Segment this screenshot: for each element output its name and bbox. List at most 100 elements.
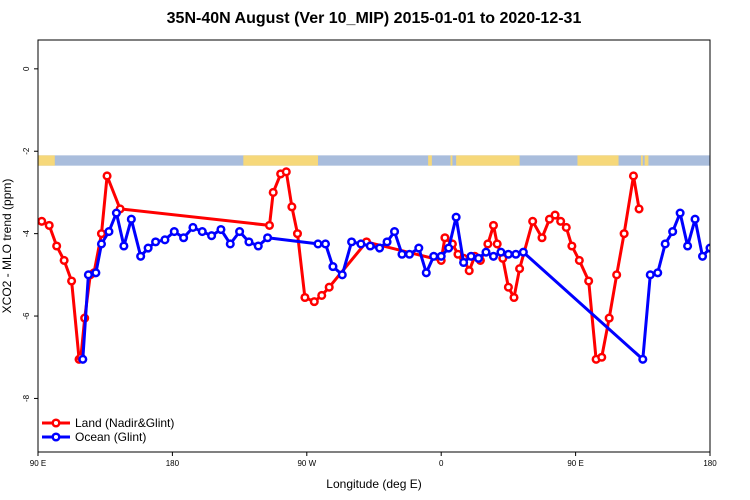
chart-title: 35N-40N August (Ver 10_MIP) 2015-01-01 t…: [166, 10, 582, 27]
data-point-ocean: [697, 251, 708, 261]
data-point-land: [550, 210, 560, 220]
data-point-land: [59, 255, 69, 265]
data-point-land: [268, 187, 278, 197]
data-point-land: [292, 229, 303, 239]
data-point-land: [281, 167, 291, 177]
data-point-ocean: [503, 249, 513, 259]
data-point-land: [464, 266, 474, 276]
series-line-land: [40, 170, 641, 361]
data-point-ocean: [188, 222, 198, 233]
data-point-ocean: [104, 227, 114, 237]
legend-marker-land: [51, 418, 61, 428]
data-point-ocean: [328, 262, 338, 272]
data-point-ocean: [429, 251, 439, 261]
data-point-ocean: [653, 268, 663, 278]
strip-land: [640, 155, 643, 166]
data-point-ocean: [78, 354, 88, 364]
data-point-land: [619, 229, 629, 239]
data-point-ocean: [714, 228, 721, 235]
data-point-land: [561, 222, 571, 233]
data-point-land: [503, 282, 513, 292]
data-point-land: [584, 276, 594, 286]
data-point-land: [324, 282, 334, 292]
data-point-land: [317, 290, 327, 300]
data-point-ocean: [375, 243, 385, 253]
data-point-land: [67, 276, 77, 286]
data-point-land: [515, 264, 525, 274]
strip-land: [456, 155, 520, 166]
x-tick-label: 0: [439, 459, 444, 468]
data-point-ocean: [675, 208, 685, 218]
data-point-land: [38, 216, 47, 226]
y-tick-label: -6: [22, 312, 31, 320]
data-point-ocean: [436, 251, 446, 261]
data-point-ocean: [151, 237, 161, 247]
data-point-ocean: [216, 224, 226, 235]
data-point-ocean: [143, 243, 153, 253]
data-point-ocean: [197, 227, 207, 237]
data-point-ocean: [451, 212, 461, 222]
data-point-ocean: [347, 237, 357, 247]
strip-land: [243, 155, 318, 166]
data-point-ocean: [96, 239, 107, 249]
data-point-ocean: [488, 251, 499, 261]
data-point-land: [612, 270, 622, 280]
data-point-ocean: [83, 270, 93, 280]
y-tick-label: -4: [22, 230, 31, 238]
data-point-land: [537, 233, 547, 243]
data-point-land: [492, 239, 502, 249]
y-tick-label: -2: [22, 147, 31, 155]
data-point-land: [287, 202, 297, 212]
data-point-ocean: [263, 233, 273, 243]
data-point-ocean: [111, 208, 121, 218]
data-point-ocean: [518, 247, 528, 257]
data-point-land: [528, 216, 538, 226]
data-point-ocean: [511, 249, 521, 259]
data-point-ocean: [207, 231, 217, 241]
data-point-ocean: [244, 237, 254, 247]
data-point-ocean: [126, 214, 136, 224]
series-land: [38, 167, 644, 364]
data-point-ocean: [382, 237, 392, 247]
data-point-land: [102, 171, 112, 181]
data-point-ocean: [91, 268, 101, 278]
axis-ticks: 90 E 180 90 W 0 90 E 180 0 -2 -4 -6 -8: [22, 66, 717, 468]
data-point-land: [628, 171, 639, 181]
series-ocean: [78, 208, 721, 364]
x-tick-label: 180: [166, 459, 180, 468]
data-point-land: [96, 229, 107, 239]
data-point-ocean: [179, 233, 189, 243]
data-point-land: [556, 216, 566, 226]
data-point-land: [309, 297, 319, 307]
data-point-ocean: [660, 239, 670, 249]
legend-label-ocean: Ocean (Glint): [75, 430, 146, 444]
strip-land: [644, 155, 649, 166]
strip-land: [38, 155, 55, 166]
data-point-ocean: [690, 214, 700, 224]
data-point-ocean: [705, 243, 710, 253]
data-point-ocean: [645, 270, 655, 280]
data-point-land: [300, 292, 310, 303]
data-point-ocean: [136, 251, 146, 261]
data-point-land: [509, 292, 519, 303]
y-tick-label: 0: [22, 66, 31, 71]
data-point-land: [483, 239, 493, 249]
y-axis-title: XCO2 - MLO trend (ppm): [0, 179, 14, 314]
strip-ocean: [38, 155, 710, 166]
data-point-ocean: [313, 239, 323, 249]
strip-land: [577, 155, 619, 166]
x-axis-title: Longitude (deg E): [326, 477, 421, 491]
data-point-ocean: [389, 227, 400, 237]
data-point-ocean: [683, 241, 693, 251]
x-tick-label: 180: [703, 459, 717, 468]
x-tick-label: 90 E: [567, 459, 583, 468]
strip-land: [450, 155, 453, 166]
data-point-ocean: [253, 241, 263, 251]
data-point-ocean: [320, 239, 331, 249]
legend-label-land: Land (Nadir&Glint): [75, 416, 174, 430]
data-point-land: [604, 313, 614, 323]
data-point-ocean: [496, 247, 506, 257]
data-point-land: [634, 204, 644, 214]
data-point-ocean: [414, 243, 424, 253]
